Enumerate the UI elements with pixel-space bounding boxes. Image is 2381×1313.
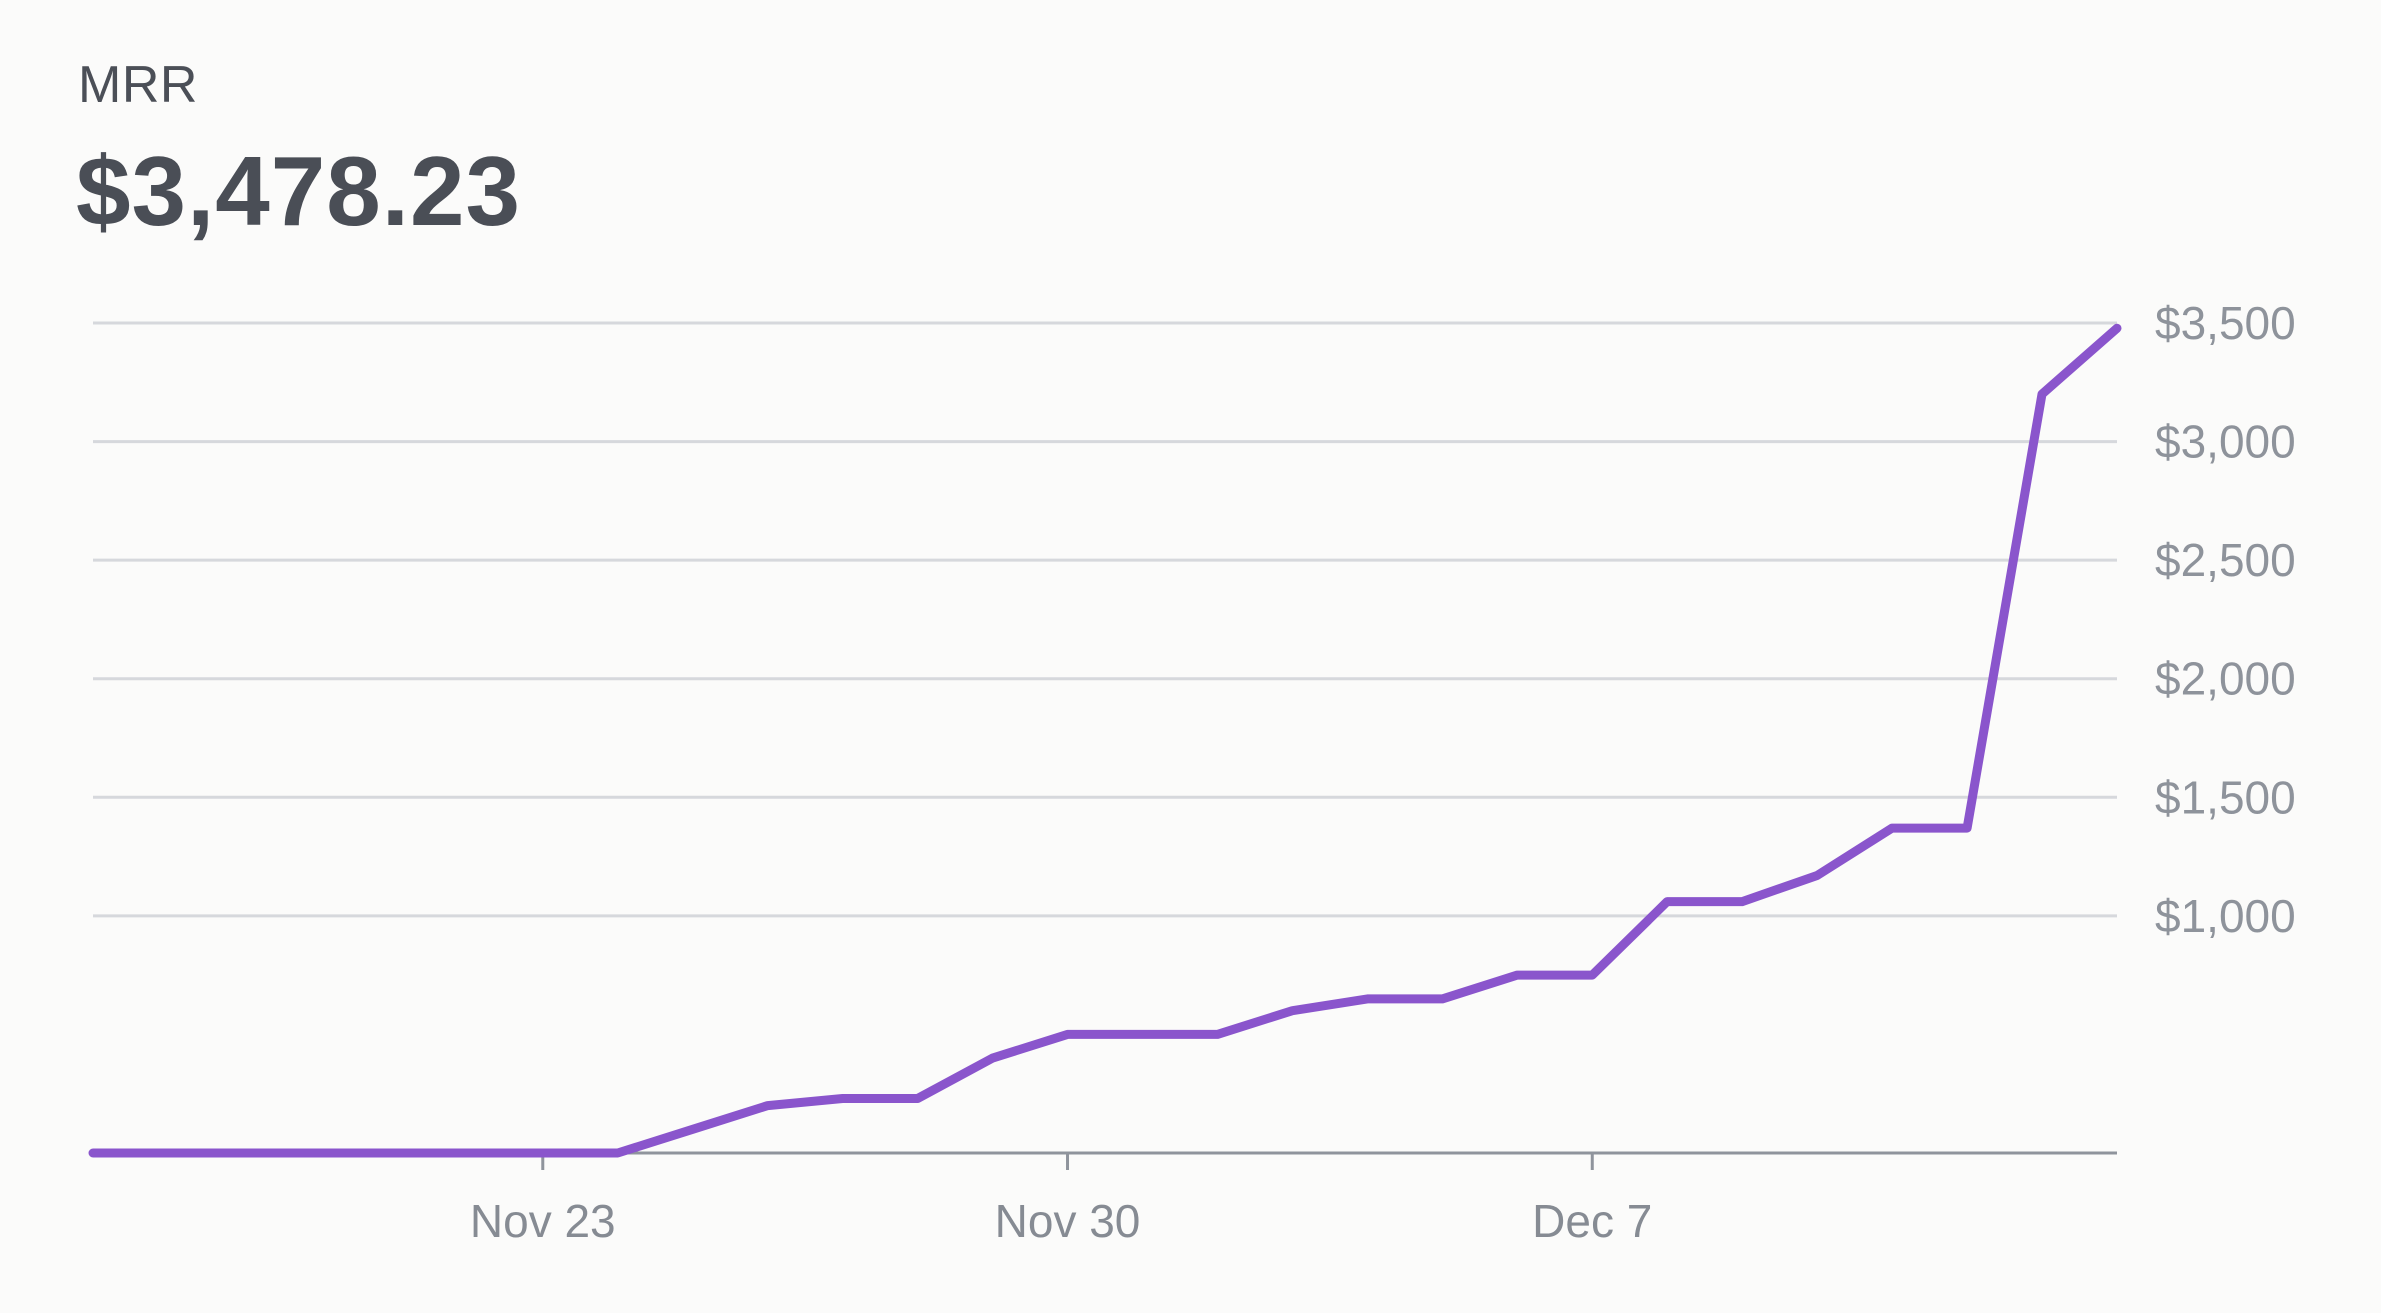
y-tick-label: $2,000	[2155, 653, 2296, 705]
x-axis: Nov 23 Nov 30 Dec 7	[93, 1151, 2117, 1247]
y-tick-label: $3,000	[2155, 416, 2296, 468]
series-line	[88, 323, 2122, 1158]
y-tick-label: $2,500	[2155, 534, 2296, 586]
metric-label: MRR	[78, 56, 198, 114]
y-tick-label: $1,000	[2155, 890, 2296, 942]
x-tick-label: Nov 23	[470, 1195, 616, 1247]
x-tick-label: Dec 7	[1532, 1195, 1652, 1247]
y-tick-label: $3,500	[2155, 297, 2296, 349]
x-tick-label: Nov 30	[995, 1195, 1141, 1247]
gridlines	[93, 321, 2117, 918]
metric-value: $3,478.23	[76, 136, 521, 246]
y-tick-label: $1,500	[2155, 771, 2296, 823]
plot-area	[88, 323, 2122, 1158]
y-axis-labels: $1,000 $1,500 $2,000 $2,500 $3,000 $3,500	[2155, 297, 2296, 942]
